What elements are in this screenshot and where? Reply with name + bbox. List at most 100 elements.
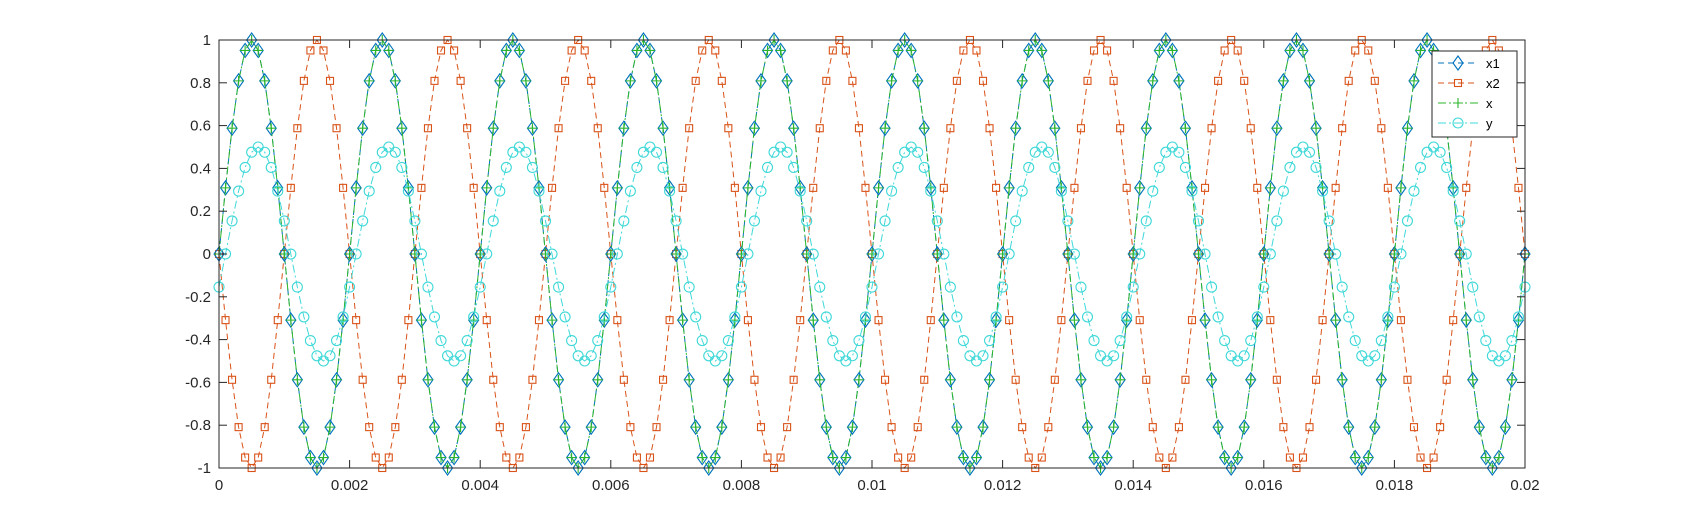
data-point-x: [1082, 422, 1093, 433]
data-point-y: [618, 215, 630, 227]
legend[interactable]: x1 x2 xy: [1431, 50, 1518, 138]
data-point-x1: [703, 460, 715, 476]
data-point-x2: [645, 453, 655, 462]
data-point-x1: [356, 120, 369, 137]
data-point-y: [794, 185, 806, 197]
data-point-x: [1069, 315, 1080, 326]
data-point-y: [553, 281, 565, 293]
data-point-y: [272, 185, 284, 197]
data-point-y: [468, 311, 480, 323]
data-point-x1: [1284, 42, 1296, 59]
legend-label: y: [1486, 116, 1493, 131]
data-point-x1: [1499, 419, 1512, 436]
data-point-y: [1055, 185, 1067, 197]
data-point-x: [684, 374, 695, 385]
legend-item-x[interactable]: x: [1438, 96, 1493, 111]
data-point-x1: [1349, 449, 1361, 466]
data-point-x1: [1251, 312, 1263, 329]
data-point-x2: [254, 453, 263, 462]
data-point-y: [1075, 281, 1087, 293]
legend-item-x1[interactable]: x1: [1438, 55, 1500, 71]
data-point-x2: [534, 316, 544, 325]
data-point-x1: [461, 371, 473, 388]
data-point-y: [585, 350, 597, 362]
legend-marker-x1: [1452, 55, 1464, 71]
data-point-y: [1271, 215, 1283, 227]
data-point-x1: [598, 312, 610, 329]
data-point-x1: [1401, 120, 1414, 137]
data-point-x2: [561, 76, 570, 85]
data-point-x: [1297, 45, 1308, 56]
data-point-y: [1506, 335, 1518, 347]
data-point-x2: [815, 124, 824, 133]
data-point-x2: [920, 375, 929, 384]
data-point-x1: [1480, 449, 1492, 466]
data-point-y: [1010, 215, 1022, 227]
data-point-x1: [951, 419, 963, 436]
data-point-y: [1323, 215, 1335, 227]
data-point-x: [808, 315, 819, 326]
data-point-y: [357, 215, 369, 227]
data-point-x1: [1297, 42, 1309, 59]
data-point-y: [520, 146, 532, 158]
data-point-x1: [552, 371, 565, 388]
data-point-x2: [547, 183, 557, 192]
data-point-x2: [828, 46, 837, 55]
data-point-x1: [820, 419, 832, 436]
data-point-y: [801, 215, 813, 227]
data-point-y: [872, 248, 885, 260]
data-point-x: [710, 452, 721, 463]
data-point-x1: [1414, 42, 1427, 59]
data-point-x1: [559, 419, 571, 436]
data-point-x2: [1044, 423, 1053, 432]
data-point-y: [631, 161, 643, 173]
data-point-x: [253, 45, 264, 56]
data-point-y: [1173, 146, 1185, 158]
data-point-x1: [1140, 120, 1152, 137]
data-point-x: [873, 182, 884, 193]
data-point-x2: [391, 423, 400, 432]
y-tick-label: -0.6: [185, 374, 211, 391]
data-point-y: [957, 335, 969, 347]
data-point-x2: [1116, 124, 1125, 133]
data-point-y: [291, 281, 303, 293]
data-point-x: [945, 374, 956, 385]
data-point-x: [586, 422, 597, 433]
data-point-x1: [1055, 179, 1068, 196]
data-point-x: [1089, 452, 1100, 463]
legend-marker-y: [1452, 117, 1464, 129]
data-point-x2: [371, 453, 380, 462]
data-point-x2: [750, 375, 759, 384]
data-point-x: [1258, 249, 1269, 259]
data-point-y: [886, 185, 898, 197]
data-point-y: [278, 215, 290, 227]
data-point-y: [304, 335, 316, 347]
data-point-x1: [1009, 120, 1022, 137]
data-point-y: [1499, 350, 1511, 362]
data-point-x: [547, 315, 558, 326]
data-point-x2: [776, 453, 785, 462]
data-point-x2: [789, 375, 798, 384]
series-line-y: [218, 146, 1526, 362]
data-point-x: [1506, 374, 1517, 385]
data-point-x2: [730, 183, 739, 192]
data-point-x: [1265, 182, 1276, 193]
data-point-x1: [742, 179, 754, 196]
data-point-x: [1415, 45, 1426, 56]
data-point-x1: [1049, 120, 1061, 137]
data-point-x1: [226, 120, 238, 137]
data-point-x2: [456, 76, 465, 85]
data-point-y: [363, 185, 375, 197]
data-point-x1: [285, 312, 297, 329]
data-point-x: [1141, 123, 1152, 134]
data-point-y: [820, 311, 832, 323]
data-point-y: [677, 248, 689, 260]
data-point-x2: [952, 76, 961, 85]
data-point-x2: [1370, 76, 1379, 85]
data-point-x: [1389, 249, 1400, 259]
data-point-x1: [605, 246, 617, 262]
legend-item-y[interactable]: y: [1438, 116, 1493, 131]
legend-item-x2[interactable]: x2: [1438, 76, 1500, 91]
data-point-y: [846, 350, 858, 362]
legend-label: x2: [1486, 76, 1500, 91]
